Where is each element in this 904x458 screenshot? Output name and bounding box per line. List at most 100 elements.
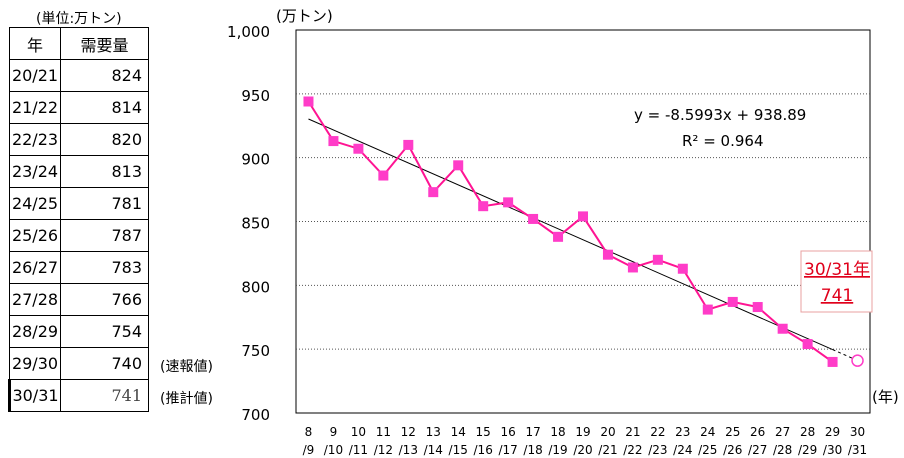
x-tick-label: 27	[775, 425, 790, 439]
x-tick-label: 18	[550, 425, 565, 439]
table-cell-value: 813	[60, 155, 149, 188]
demand-table: 年 需要量 20/21 824 21/22 814 22/23 820 23/24 813 24…	[8, 27, 149, 412]
table-cell-year: 26/27	[9, 251, 61, 284]
x-tick-sublabel: /9	[303, 443, 315, 457]
table-cell-value: 754	[60, 315, 149, 348]
x-tick-label: 26	[750, 425, 765, 439]
x-tick-sublabel: /22	[623, 443, 642, 457]
table-row: 22/23 820	[9, 123, 149, 156]
data-point	[777, 323, 788, 334]
x-tick-sublabel: /13	[399, 443, 418, 457]
table-row: 20/21 824	[9, 59, 149, 92]
x-tick-sublabel: /16	[474, 443, 493, 457]
x-tick-label: 10	[351, 425, 366, 439]
x-tick-sublabel: /29	[798, 443, 817, 457]
table-cell-value: 781	[60, 187, 149, 220]
x-tick-sublabel: /24	[673, 443, 692, 457]
series-line	[307, 100, 834, 363]
y-tick-label: 750	[241, 342, 270, 360]
data-point	[528, 213, 539, 224]
table-cell-year: 22/23	[9, 123, 61, 156]
table-cell-year: 27/28	[9, 283, 61, 316]
data-point	[578, 211, 588, 222]
x-tick-label: 19	[575, 425, 590, 439]
x-tick-label: 23	[675, 425, 690, 439]
trend-equation: y = -8.5993x + 938.89	[634, 106, 806, 124]
x-tick-label: 25	[725, 425, 740, 439]
data-point	[378, 170, 389, 181]
y-axis-unit: (万トン)	[276, 7, 333, 25]
data-point	[727, 296, 738, 307]
table-row: 29/30 740	[9, 347, 149, 380]
table-row: 28/29 754	[9, 315, 149, 348]
data-point	[428, 187, 439, 198]
data-point	[403, 139, 414, 150]
table-cell-year: 28/29	[9, 315, 61, 348]
x-tick-label: 9	[330, 425, 338, 439]
table-cell-value: 741	[60, 379, 149, 412]
data-point	[478, 201, 489, 212]
x-tick-sublabel: /31	[848, 443, 867, 457]
header-year: 年	[9, 27, 61, 60]
data-point	[627, 262, 638, 273]
x-tick-sublabel: /11	[349, 443, 368, 457]
header-demand: 需要量	[60, 27, 149, 60]
x-tick-sublabel: /12	[374, 443, 393, 457]
data-point	[328, 136, 339, 147]
x-tick-sublabel: /26	[723, 443, 742, 457]
data-point	[453, 160, 464, 171]
data-point	[827, 356, 838, 367]
plot-area	[295, 29, 871, 414]
x-tick-sublabel: /10	[324, 443, 343, 457]
data-point	[503, 197, 514, 208]
x-tick-sublabel: /28	[773, 443, 792, 457]
data-point	[353, 143, 364, 154]
x-tick-label: 30	[850, 425, 865, 439]
table-row-note: (速報値)	[160, 359, 213, 375]
x-tick-sublabel: /30	[823, 443, 842, 457]
table-cell-value: 787	[60, 219, 149, 252]
table-cell-year: 30/31	[8, 379, 61, 412]
x-tick-sublabel: /23	[648, 443, 667, 457]
data-point	[752, 302, 763, 313]
table-cell-year: 24/25	[9, 187, 61, 220]
y-tick-label: 900	[241, 151, 270, 169]
table-header-row: 年 需要量	[9, 27, 149, 60]
table-row-note: (推計値)	[160, 391, 213, 407]
x-tick-label: 20	[600, 425, 615, 439]
x-tick-label: 11	[376, 425, 391, 439]
data-point	[602, 249, 613, 260]
table-row: 21/22 814	[9, 91, 149, 124]
table-row: 26/27 783	[9, 251, 149, 284]
trendline-projection	[832, 349, 858, 361]
x-tick-label: 14	[451, 425, 466, 439]
table-cell-value: 783	[60, 251, 149, 284]
x-tick-sublabel: /20	[573, 443, 592, 457]
x-tick-label: 28	[800, 425, 815, 439]
trend-r-squared: R² = 0.964	[682, 132, 763, 150]
x-tick-label: 29	[825, 425, 840, 439]
y-tick-label: 1,000	[227, 23, 270, 41]
x-tick-label: 22	[650, 425, 665, 439]
data-point	[702, 304, 713, 315]
table-cell-value: 824	[60, 59, 149, 92]
x-tick-sublabel: /14	[424, 443, 443, 457]
unit-note: (単位:万トン)	[36, 11, 122, 27]
table-cell-value: 740	[60, 347, 149, 380]
x-tick-label: 21	[625, 425, 640, 439]
x-axis-unit: (年)	[872, 388, 899, 406]
y-tick-label: 850	[241, 215, 270, 233]
x-tick-sublabel: /17	[498, 443, 517, 457]
x-tick-label: 17	[525, 425, 540, 439]
table-cell-year: 20/21	[9, 59, 61, 92]
estimate-callout-value: 741	[821, 286, 853, 306]
table-row: 24/25 781	[9, 187, 149, 220]
trendline	[308, 118, 833, 351]
x-tick-sublabel: /21	[598, 443, 617, 457]
data-point	[303, 96, 314, 107]
data-point	[652, 254, 663, 265]
x-tick-sublabel: /19	[548, 443, 567, 457]
x-tick-label: 16	[500, 425, 515, 439]
x-tick-label: 13	[426, 425, 441, 439]
y-tick-label: 800	[241, 278, 270, 296]
